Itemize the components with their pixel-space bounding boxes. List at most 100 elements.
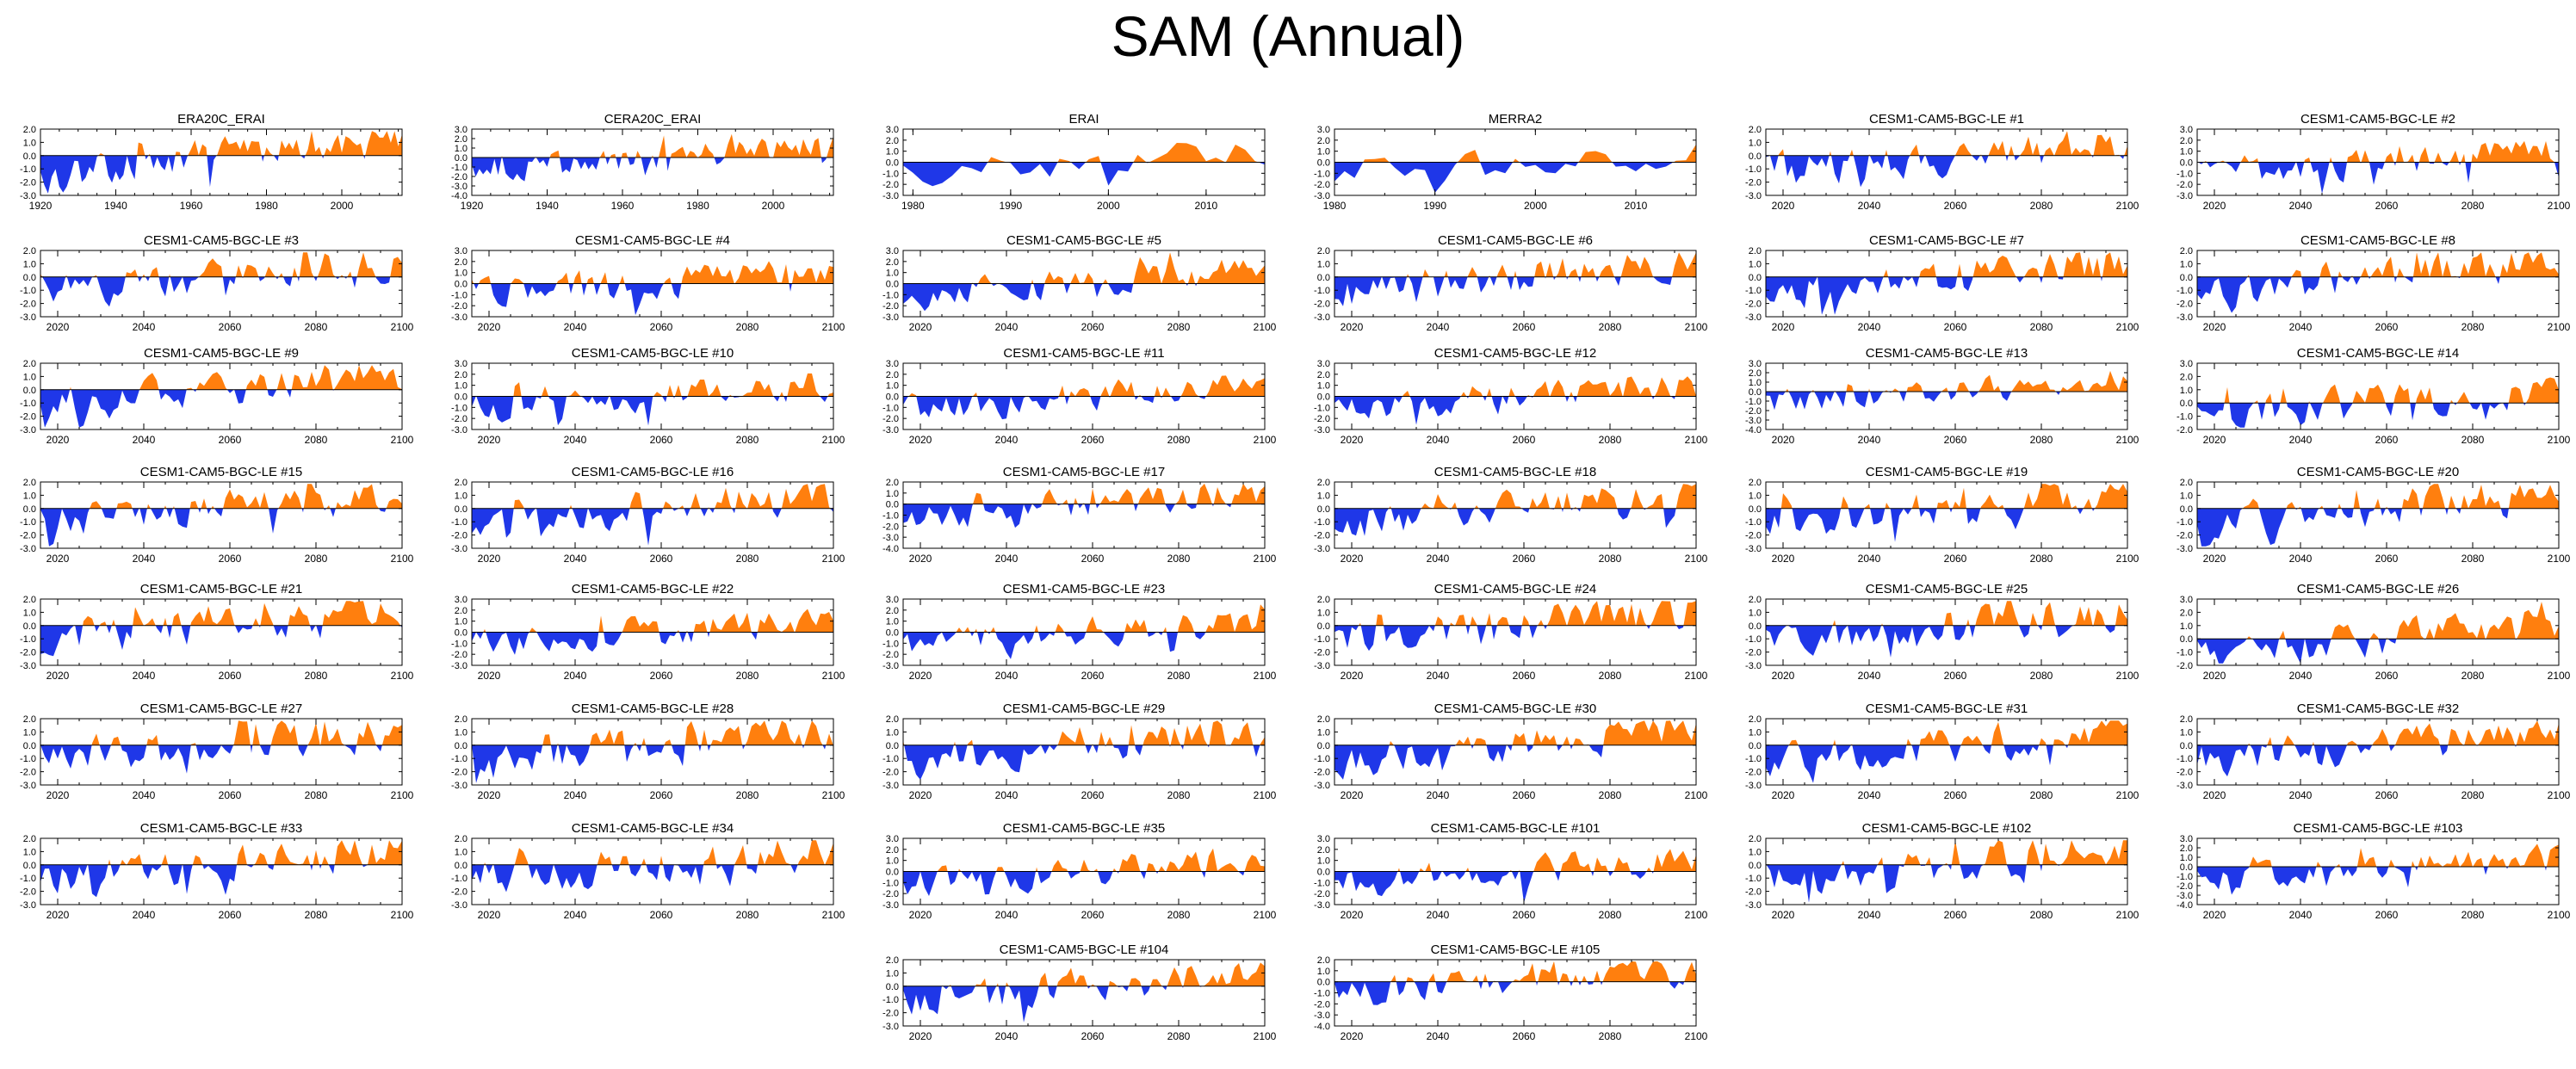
x-tick-label: 2080: [2030, 200, 2053, 212]
positive-area: [1389, 720, 1696, 745]
negative-area: [903, 396, 1206, 420]
y-tick-label: -3.0: [2177, 544, 2193, 554]
x-tick-label: 2080: [1599, 1030, 1622, 1042]
plot-frame: [471, 718, 834, 786]
x-tick-label: 2060: [2375, 434, 2399, 446]
y-tick-label: 1.0: [2180, 491, 2193, 501]
x-tick-label: 2020: [1772, 670, 1795, 682]
positive-area: [475, 373, 833, 397]
x-tick-label: 2040: [1427, 1030, 1450, 1042]
negative-area: [2197, 745, 2517, 777]
x-tick-label: 2080: [305, 670, 328, 682]
sam-panel: CERA20C_ERAI -4.0-3.0-2.0-1.00.01.02.03.0…: [451, 112, 834, 212]
y-tick-label: -1.0: [1745, 517, 1762, 528]
x-tick-label: 2060: [1944, 909, 1967, 921]
plot-frame: [40, 362, 403, 430]
y-tick-label: 1.0: [1317, 491, 1330, 501]
y-tick-label: -2.0: [1745, 300, 1762, 310]
x-tick-label: 2080: [2030, 434, 2053, 446]
x-tick-label: 2080: [305, 553, 328, 565]
y-tick-label: -3.0: [882, 900, 899, 911]
x-tick-label: 2000: [331, 200, 354, 212]
y-tick-label: 2.0: [886, 136, 899, 146]
y-tick-label: 0.0: [23, 621, 36, 632]
sam-panel: CESM1-CAM5-BGC-LE #104 -3.0 -2.0 -1.0 0.0 1.0…: [882, 942, 1277, 1042]
negative-area: [903, 162, 1265, 187]
x-tick-label: 2020: [478, 321, 501, 333]
y-tick-label: -3.0: [882, 533, 899, 543]
x-tick-label: 2100: [1254, 434, 1277, 446]
x-tick-label: 2100: [1685, 909, 1708, 921]
y-tick-label: -2.0: [451, 887, 468, 898]
y-tick-label: 2.0: [455, 257, 468, 268]
sam-panel: CESM1-CAM5-BGC-LE #31 -3.0 -2.0 -1.0 0.0 1.0 2…: [1745, 701, 2139, 801]
y-tick-label: 0.0: [2180, 634, 2193, 645]
y-tick-label: 0.0: [1317, 273, 1330, 283]
plot-frame: [1765, 598, 2128, 666]
y-tick-label: -4.0: [1314, 1022, 1330, 1032]
y-tick-label: -3.0: [20, 544, 36, 554]
x-tick-label: 2100: [2548, 670, 2571, 682]
sam-panel: CESM1-CAM5-BGC-LE #13 -4.0-3.0-2.0-1.00.0…: [1745, 346, 2139, 446]
panel-title: CESM1-CAM5-BGC-LE #15: [140, 465, 302, 479]
y-tick-label: 1.0: [2180, 147, 2193, 158]
x-tick-label: 2060: [650, 789, 673, 801]
y-tick-label: -3.0: [1745, 191, 1762, 201]
y-tick-label: -1.0: [2177, 517, 2193, 528]
y-tick-label: -1.0: [2177, 412, 2193, 423]
x-tick-label: 2080: [736, 909, 759, 921]
x-tick-label: 2080: [2461, 321, 2485, 333]
y-tick-label: -3.0: [1745, 416, 1762, 426]
panel-title: CESM1-CAM5-BGC-LE #27: [140, 701, 302, 716]
y-tick-label: 0.0: [886, 158, 899, 169]
sam-panel: CESM1-CAM5-BGC-LE #32 -3.0 -2.0 -1.0 0.0 1.0 2…: [2177, 701, 2571, 801]
y-tick-label: 2.0: [2180, 843, 2193, 854]
sam-panel: MERRA2 -3.0-2.0-1.00.01.02.03.0 1980 1990 20…: [1314, 112, 1697, 212]
x-tick-label: 2020: [478, 553, 501, 565]
y-tick-label: 0.0: [23, 504, 36, 515]
x-tick-label: 2080: [2030, 321, 2053, 333]
sam-panel: CESM1-CAM5-BGC-LE #1 -3.0 -2.0 -1.0 0.0 1.0 2.…: [1745, 112, 2139, 212]
x-tick-label: 2020: [1341, 909, 1364, 921]
negative-area: [1766, 276, 2102, 315]
y-tick-label: 0.0: [1317, 392, 1330, 403]
y-tick-label: -1.0: [882, 639, 899, 649]
x-tick-label: 2060: [219, 789, 242, 801]
y-tick-label: -1.0: [882, 878, 899, 888]
y-tick-label: 1.0: [1317, 967, 1330, 977]
y-tick-label: -1.0: [882, 403, 899, 413]
y-tick-label: 2.0: [886, 478, 899, 488]
x-tick-label: 2040: [995, 321, 1019, 333]
panel-title: CESM1-CAM5-BGC-LE #24: [1434, 582, 1596, 596]
plot-frame: [902, 718, 1266, 786]
y-tick-label: 2.0: [23, 714, 36, 725]
y-tick-label: -2.0: [2177, 768, 2193, 778]
plot-frame: [2196, 250, 2560, 318]
positive-area: [937, 848, 1265, 872]
y-tick-label: -3.0: [451, 312, 468, 323]
y-tick-label: -3.0: [451, 661, 468, 671]
y-tick-label: 0.0: [1317, 621, 1330, 632]
y-tick-label: 1.0: [1317, 856, 1330, 867]
y-tick-label: 2.0: [455, 714, 468, 725]
x-tick-label: 2040: [1858, 434, 1881, 446]
x-tick-label: 2080: [736, 434, 759, 446]
x-tick-label: 2060: [1944, 200, 1967, 212]
x-tick-label: 1940: [104, 200, 127, 212]
x-tick-label: 2020: [1341, 321, 1364, 333]
x-tick-label: 2100: [822, 553, 845, 565]
x-tick-label: 2020: [46, 789, 70, 801]
x-tick-label: 2060: [1513, 321, 1536, 333]
y-tick-label: -2.0: [1745, 178, 1762, 188]
y-tick-label: 2.0: [23, 359, 36, 369]
y-tick-label: -4.0: [451, 191, 468, 201]
y-tick-label: -2.0: [20, 768, 36, 778]
y-tick-label: -1.0: [20, 286, 36, 296]
y-tick-label: -3.0: [451, 425, 468, 436]
x-tick-label: 2080: [2461, 553, 2485, 565]
panel-title: CESM1-CAM5-BGC-LE #105: [1431, 942, 1601, 957]
panel-title: CESM1-CAM5-BGC-LE #32: [2297, 701, 2459, 716]
x-tick-label: 2040: [1427, 789, 1450, 801]
y-tick-label: -3.0: [1314, 900, 1330, 911]
plot-frame: [2196, 837, 2560, 905]
